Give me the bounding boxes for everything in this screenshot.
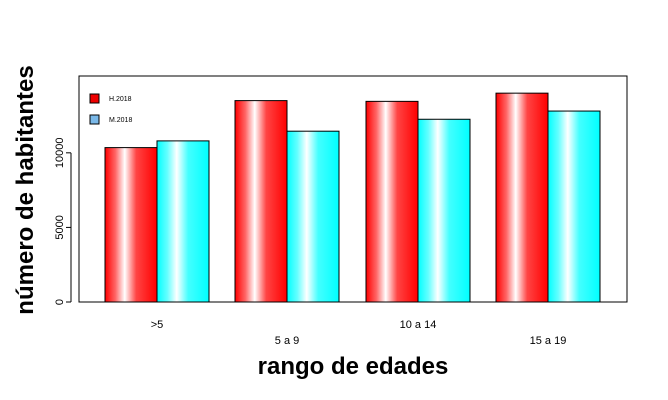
bar-m-2018-3 bbox=[547, 110, 601, 303]
y-axis-label: número de habitantes bbox=[12, 65, 39, 314]
legend-label: M.2018 bbox=[109, 117, 132, 124]
plot-frame bbox=[78, 75, 628, 303]
x-tick-label: 15 a 19 bbox=[530, 335, 567, 347]
bar-m-2018-1 bbox=[286, 130, 340, 303]
x-tick-label: 5 a 9 bbox=[275, 335, 299, 347]
y-tick-label: 0 bbox=[54, 299, 66, 305]
y-tick-label: 10000 bbox=[54, 138, 66, 169]
bar-m-2018-2 bbox=[417, 118, 471, 303]
x-tick-label: >5 bbox=[151, 319, 164, 331]
bars-group bbox=[104, 92, 601, 303]
bar-h-2018-3 bbox=[495, 92, 549, 303]
legend-label: H.2018 bbox=[109, 96, 132, 103]
bar-m-2018-0 bbox=[156, 140, 210, 303]
x-axis-label: rango de edades bbox=[258, 353, 449, 380]
y-axis: 0 5000 10000 bbox=[54, 138, 72, 305]
legend-swatch bbox=[89, 114, 100, 125]
legend: H.2018 M.2018 bbox=[89, 93, 132, 125]
x-axis: >5 5 a 9 10 a 14 15 a 19 bbox=[151, 319, 567, 347]
x-tick-label: 10 a 14 bbox=[400, 319, 437, 331]
bar-h-2018-2 bbox=[365, 100, 419, 303]
y-tick-label: 5000 bbox=[54, 215, 66, 239]
bar-h-2018-1 bbox=[234, 100, 288, 303]
legend-swatch bbox=[89, 93, 100, 104]
bar-h-2018-0 bbox=[104, 147, 158, 303]
